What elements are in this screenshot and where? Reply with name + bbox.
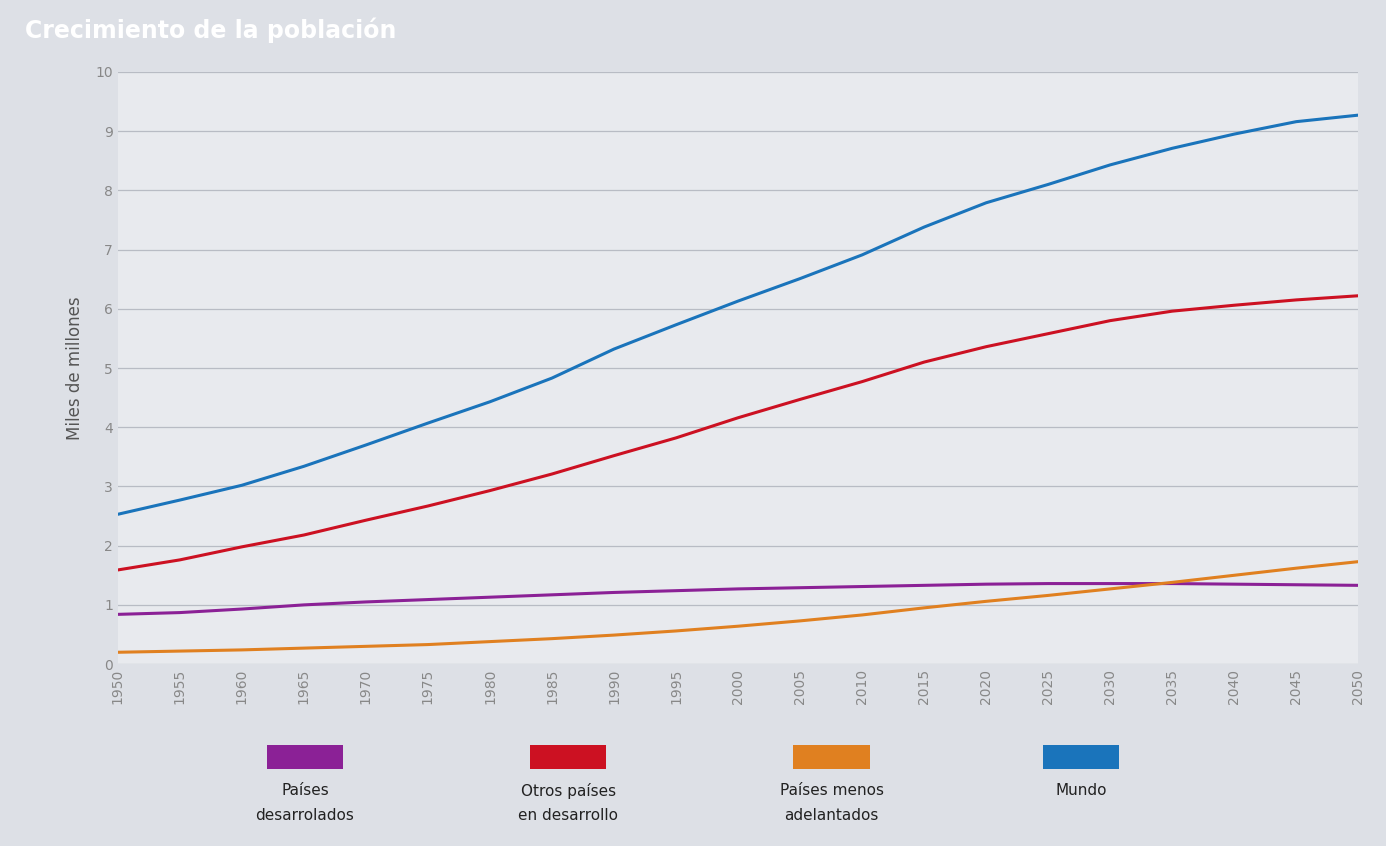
- Text: Países menos: Países menos: [779, 783, 884, 798]
- Text: en desarrollo: en desarrollo: [518, 808, 618, 823]
- Text: Países: Países: [281, 783, 328, 798]
- Y-axis label: Miles de millones: Miles de millones: [67, 296, 85, 440]
- Text: Crecimiento de la población: Crecimiento de la población: [25, 18, 396, 43]
- Text: Otros países: Otros países: [521, 783, 615, 799]
- Text: desarrolados: desarrolados: [255, 808, 355, 823]
- Text: adelantados: adelantados: [784, 808, 879, 823]
- Text: Mundo: Mundo: [1055, 783, 1107, 798]
